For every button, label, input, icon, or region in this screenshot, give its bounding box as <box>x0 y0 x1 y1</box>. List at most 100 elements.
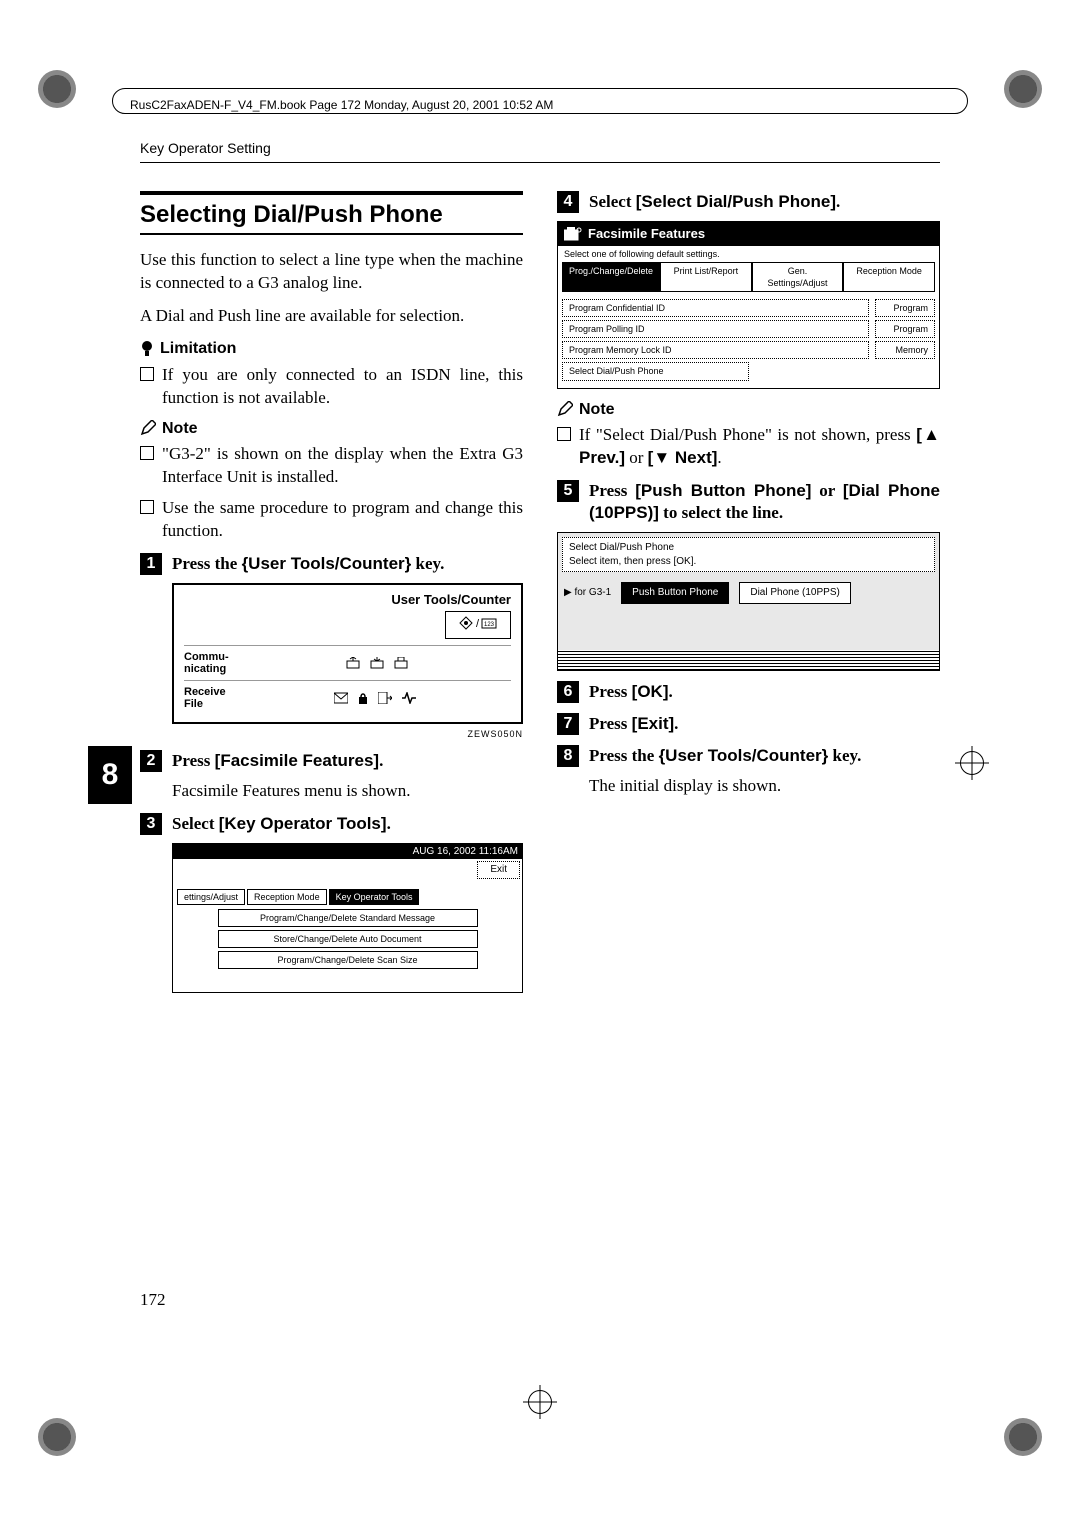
screen-hatch <box>558 650 939 670</box>
step-2: 2 Press [Facsimile Features]. <box>140 750 523 772</box>
pencil-icon <box>140 420 156 436</box>
lock-icon <box>358 691 368 705</box>
step-6: 6 Press [OK]. <box>557 681 940 703</box>
utc-key-icon: / 123 <box>445 611 511 640</box>
step-8-sub: The initial display is shown. <box>589 775 940 798</box>
step-num-6: 6 <box>557 681 579 703</box>
crop-mark-bl <box>38 1418 76 1456</box>
fax-in-icon <box>370 657 384 669</box>
auto-doc-btn: Store/Change/Delete Auto Document <box>218 930 478 948</box>
svg-text:/: / <box>476 618 480 630</box>
ff-r2l: Program Polling ID <box>562 320 869 338</box>
limitation-text: If you are only connected to an ISDN lin… <box>162 364 523 410</box>
step-7: 7 Press [Exit]. <box>557 713 940 735</box>
svg-text:123: 123 <box>484 622 495 628</box>
step-3-text: Select [Key Operator Tools]. <box>172 813 391 835</box>
step-7-text: Press [Exit]. <box>589 713 678 735</box>
ff-tab-2: Print List/Report <box>660 262 752 292</box>
chapter-tab: 8 <box>88 746 132 804</box>
select-dial-screen: Select Dial/Push Phone Select item, then… <box>557 532 940 671</box>
limitation-label: Limitation <box>160 338 236 360</box>
screen-time: AUG 16, 2002 11:16AM <box>173 844 522 860</box>
note2-text: Use the same procedure to program and ch… <box>162 497 523 543</box>
checkbox-icon <box>140 446 154 460</box>
step-num-3: 3 <box>140 813 162 835</box>
ff-r1r: Program <box>875 299 935 317</box>
step-1: 1 Press the {User Tools/Counter} key. <box>140 553 523 575</box>
ff-tabs: Prog./Change/Delete Print List/Report Ge… <box>558 262 939 292</box>
note-label-right: Note <box>579 399 615 421</box>
limitation-item: If you are only connected to an ISDN lin… <box>140 364 523 410</box>
note-heading-right: Note <box>557 399 940 421</box>
step-6-text: Press [OK]. <box>589 681 673 703</box>
ff-r1l: Program Confidential ID <box>562 299 869 317</box>
fax-out-icon <box>346 657 360 669</box>
ff-header: Facsimile Features <box>558 222 939 246</box>
key-operator-screen: AUG 16, 2002 11:16AM Exit ettings/Adjust… <box>172 843 523 994</box>
note-item-right: If "Select Dial/Push Phone" is not shown… <box>557 424 940 470</box>
receive-label: Receive File <box>184 686 226 710</box>
page-content: Key Operator Setting Selecting Dial/Push… <box>140 140 940 1005</box>
note-label-left: Note <box>162 418 198 440</box>
step-2-text: Press [Facsimile Features]. <box>172 750 383 772</box>
step-num-2: 2 <box>140 750 162 772</box>
ff-tab-3: Gen. Settings/Adjust <box>752 262 844 292</box>
step-8: 8 Press the {User Tools/Counter} key. <box>557 745 940 767</box>
panel-code: ZEWS050N <box>172 728 523 740</box>
page-number: 172 <box>140 1290 166 1310</box>
step-num-7: 7 <box>557 713 579 735</box>
section-title: Selecting Dial/Push Phone <box>140 199 523 231</box>
dial-phone-btn: Dial Phone (10PPS) <box>739 582 851 604</box>
pulse-icon <box>402 692 416 704</box>
utc-label: User Tools/Counter <box>184 591 511 609</box>
title-rule <box>140 191 523 195</box>
step-5-text: Press [Push Button Phone] or [Dial Phone… <box>589 480 940 524</box>
note-item-2: Use the same procedure to program and ch… <box>140 497 523 543</box>
commu-label: Commu- nicating <box>184 651 229 675</box>
std-msg-btn: Program/Change/Delete Standard Message <box>218 909 478 927</box>
head-rule <box>140 162 940 163</box>
note1-text: "G3-2" is shown on the display when the … <box>162 443 523 489</box>
crop-mark-tr <box>1004 70 1042 108</box>
registration-mark-bottom <box>528 1390 552 1414</box>
sel-title: Select Dial/Push Phone <box>569 541 928 555</box>
bulb-icon <box>140 340 154 358</box>
ff-r3l: Program Memory Lock ID <box>562 341 869 359</box>
running-head: Key Operator Setting <box>140 140 940 156</box>
ff-tab-1: Prog./Change/Delete <box>562 262 660 292</box>
checkbox-icon <box>140 500 154 514</box>
book-header: RusC2FaxADEN-F_V4_FM.book Page 172 Monda… <box>130 98 553 112</box>
doc-arrow-icon <box>378 692 392 704</box>
crop-mark-tl <box>38 70 76 108</box>
title-underline <box>140 233 523 235</box>
scan-size-btn: Program/Change/Delete Scan Size <box>218 951 478 969</box>
intro-p2: A Dial and Push line are available for s… <box>140 305 523 328</box>
mail-icon <box>334 692 348 704</box>
step-8-text: Press the {User Tools/Counter} key. <box>589 745 861 767</box>
step-num-1: 1 <box>140 553 162 575</box>
note-item-1: "G3-2" is shown on the display when the … <box>140 443 523 489</box>
tab-settings: ettings/Adjust <box>177 889 245 905</box>
crop-mark-br <box>1004 1418 1042 1456</box>
push-button-phone-btn: Push Button Phone <box>621 582 729 604</box>
ff-sub: Select one of following default settings… <box>558 246 939 262</box>
left-column: Selecting Dial/Push Phone Use this funct… <box>140 191 523 1005</box>
step-5: 5 Press [Push Button Phone] or [Dial Pho… <box>557 480 940 524</box>
ff-r2r: Program <box>875 320 935 338</box>
step-2-sub: Facsimile Features menu is shown. <box>172 780 523 803</box>
step-num-8: 8 <box>557 745 579 767</box>
step-4-text: Select [Select Dial/Push Phone]. <box>589 191 840 213</box>
right-column: 4 Select [Select Dial/Push Phone]. Facsi… <box>557 191 940 1005</box>
facsimile-features-screen: Facsimile Features Select one of followi… <box>557 221 940 389</box>
limitation-heading: Limitation <box>140 338 523 360</box>
ff-r4l: Select Dial/Push Phone <box>562 362 749 380</box>
pencil-icon <box>557 401 573 417</box>
note-right-text: If "Select Dial/Push Phone" is not shown… <box>579 424 940 470</box>
tab-reception: Reception Mode <box>247 889 327 905</box>
registration-mark-right <box>960 751 984 775</box>
note-heading-left: Note <box>140 418 523 440</box>
step-num-4: 4 <box>557 191 579 213</box>
fax-print-icon <box>394 657 408 669</box>
ff-r3r: Memory <box>875 341 935 359</box>
step-num-5: 5 <box>557 480 579 502</box>
